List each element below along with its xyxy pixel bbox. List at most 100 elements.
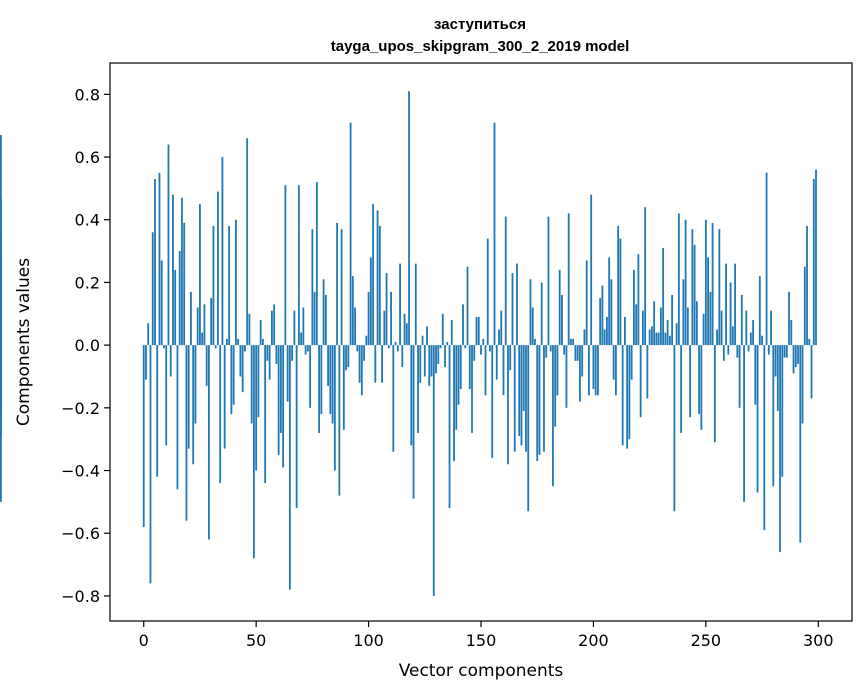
bar-57 [270,310,273,346]
bar-81 [324,294,327,346]
bar-40 [232,345,235,405]
bar-237 [675,323,678,346]
bar-193 [576,345,579,361]
bar-255 [716,329,718,346]
bar-83 [329,345,332,415]
bar-199 [590,194,593,346]
bar-125 [423,345,426,377]
bar-252 [709,291,712,346]
bar-97 [360,345,363,396]
bar-232 [664,332,667,346]
bar-87 [338,345,341,496]
bar-270 [749,332,752,346]
bar-282 [776,345,779,411]
bar-266 [740,294,743,346]
bar-293 [801,345,804,424]
bar-9 [163,345,165,349]
bar-28 [205,345,208,386]
bar-37 [226,338,228,346]
bar-213 [621,345,624,446]
bar-167 [518,345,521,437]
bar-296 [808,338,811,346]
bar-111 [392,345,395,452]
x-tick-label: 250 [691,631,722,650]
bar-233 [666,320,669,346]
bar-114 [399,263,401,346]
bar-144 [466,266,469,346]
bar-150 [480,345,482,355]
bar-166 [516,263,518,346]
bar-284 [781,345,784,477]
bar-180 [547,216,550,346]
y-tick-label: 0.4 [75,211,100,230]
bar-267 [743,345,745,502]
bar-172 [529,279,532,346]
bar-251 [707,257,709,346]
x-tick-label: 0 [139,631,149,650]
bar-171 [527,345,530,512]
bar-157 [495,345,498,380]
bar-8 [160,260,163,346]
bar-120 [412,345,415,499]
bar-225 [648,329,651,346]
bar-279 [770,310,772,346]
bar-277 [765,172,768,346]
bar-290 [794,345,797,368]
bar-16 [178,251,181,346]
bar-26 [201,332,204,346]
bar-76 [313,291,316,346]
bar-140 [457,345,460,405]
bar-274 [758,276,761,346]
bar-101 [369,257,372,346]
bar-281 [774,345,777,377]
bar-261 [729,282,732,346]
bar-59 [275,345,278,364]
y-tick-label: 0.0 [75,336,100,355]
bar-192 [574,345,577,361]
bar-3 [149,345,152,584]
chart-subtitle: tayga_upos_skipgram_300_2_2019 model [331,38,630,55]
bar-108 [385,273,388,346]
y-tick-label: 0.8 [75,85,100,104]
bar-253 [711,222,714,346]
bar-13 [172,194,174,346]
bar-265 [738,345,741,408]
bar-291 [797,345,799,364]
bar-130 [435,345,437,374]
bar-203 [599,298,602,346]
bar-107 [383,310,386,346]
bar-218 [633,269,635,346]
bar-118 [408,91,410,346]
bar-143 [464,345,467,349]
bar-58 [273,304,276,346]
bar-109 [387,345,390,349]
bar-14 [174,269,177,346]
bar-50 [255,345,258,471]
bar-226 [650,326,653,346]
bar-162 [507,345,509,465]
bar-121 [414,263,417,346]
bar-36 [223,345,226,449]
bar-21 [190,291,192,346]
bar-278 [767,345,770,355]
bar-71 [302,307,305,346]
bar-170 [525,345,527,452]
bar-99 [365,335,368,346]
bar-241 [684,219,687,346]
bar-61 [279,345,282,433]
bar-223 [644,207,647,346]
bar-44 [241,345,244,393]
bar-31 [212,226,215,346]
bar-49 [253,345,255,559]
bar-221 [639,345,642,418]
bar-262 [731,326,734,346]
bar-60 [277,345,280,455]
bar-39 [230,345,233,415]
bar-254 [713,345,716,443]
bar-138 [453,345,455,462]
bar-51 [257,345,260,418]
bar-173 [531,307,534,346]
x-tick-label: 100 [353,631,384,650]
bar-142 [462,304,464,346]
